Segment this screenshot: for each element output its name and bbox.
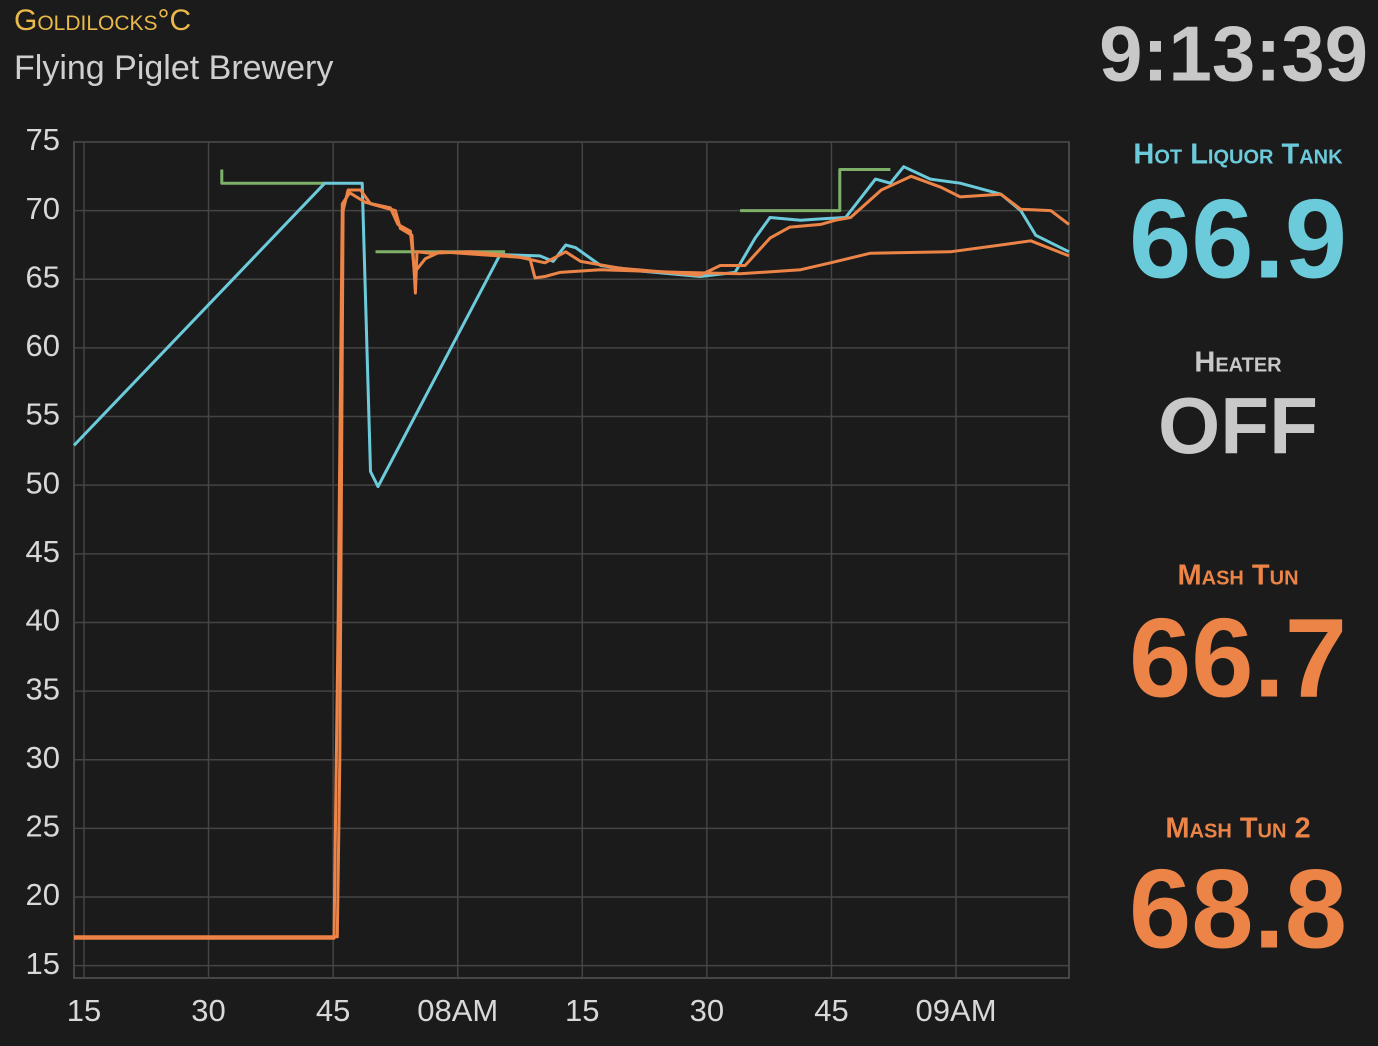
- clock: 9:13:39: [1099, 10, 1368, 98]
- app-title: Goldilocks°C: [14, 4, 191, 37]
- y-tick-label: 35: [26, 671, 60, 706]
- readout-value: 66.9: [1129, 177, 1347, 302]
- readout-label: Mash Tun 2: [1165, 813, 1310, 845]
- y-tick-label: 45: [26, 534, 60, 569]
- y-tick-label: 60: [26, 328, 60, 363]
- y-tick-label: 15: [26, 946, 60, 981]
- y-tick-label: 55: [26, 397, 60, 432]
- series-line: [74, 174, 1070, 940]
- plot-area: [73, 141, 1070, 979]
- x-tick-label: 08AM: [417, 993, 498, 1028]
- x-tick-label: 15: [67, 993, 101, 1028]
- x-tick-label: 45: [316, 993, 350, 1028]
- y-tick-label: 20: [26, 877, 60, 912]
- x-tick-label: 15: [565, 993, 599, 1028]
- series-line: [74, 188, 1070, 939]
- chart: 15 20 25 30 35 40 45 50 55 60 65 70 75 15 30 45 08AM 15 30…: [26, 122, 1070, 1028]
- readout-label: Heater: [1194, 347, 1282, 379]
- x-tick-label: 30: [191, 993, 225, 1028]
- series-line: [72, 165, 1070, 489]
- y-tick-label: 40: [26, 603, 60, 638]
- x-tick-label: 30: [690, 993, 724, 1028]
- x-tick-label: 09AM: [916, 993, 997, 1028]
- y-tick-label: 30: [26, 740, 60, 775]
- y-tick-label: 75: [26, 122, 60, 157]
- y-tick-label: 70: [26, 191, 60, 226]
- readout-value: 68.8: [1129, 847, 1347, 972]
- readout-label: Hot Liquor Tank: [1133, 139, 1343, 171]
- readout-value: 66.7: [1129, 596, 1347, 721]
- readout-value: OFF: [1158, 381, 1318, 470]
- x-tick-label: 45: [814, 993, 848, 1028]
- brewery-name: Flying Piglet Brewery: [14, 49, 333, 87]
- readout-label: Mash Tun: [1177, 560, 1298, 592]
- y-tick-label: 50: [26, 465, 60, 500]
- y-tick-label: 25: [26, 809, 60, 844]
- y-tick-label: 65: [26, 259, 60, 294]
